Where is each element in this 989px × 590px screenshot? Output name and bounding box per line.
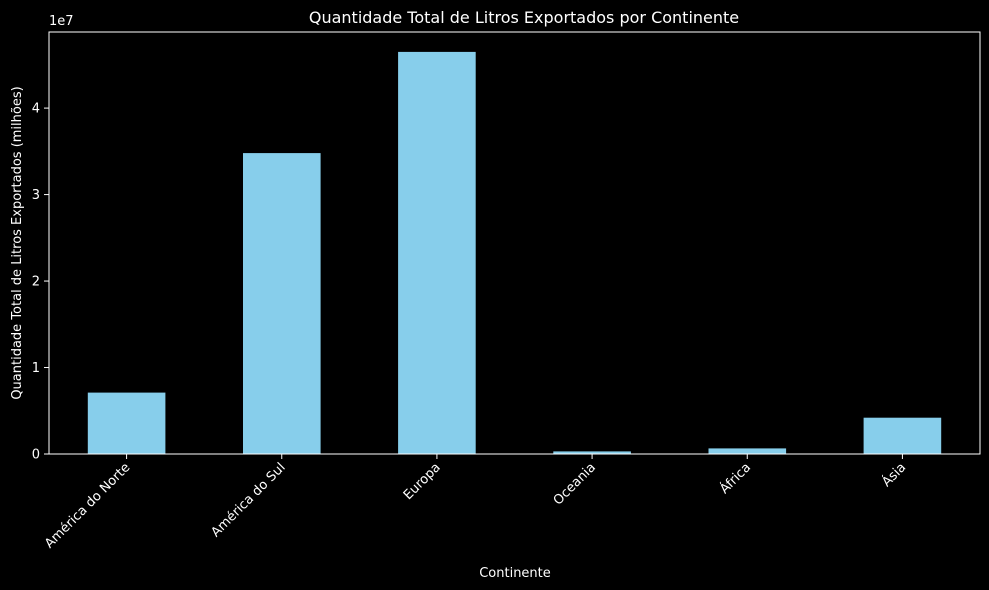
bar-1 [243,153,321,454]
plot-frame [48,31,981,455]
y-ticks-group: 0 1 2 3 4 [32,102,49,463]
bars-group [87,51,942,455]
bar-0 [87,392,166,454]
axes-group [48,31,981,455]
x-tick-label: América do Norte [42,460,133,551]
bar-4 [708,448,787,454]
x-tick-label: África [717,460,755,498]
x-tick-label: Oceania [551,460,599,508]
y-tick-label: 3 [32,188,40,203]
y-tick-label: 1 [32,361,40,376]
y-tick-label: 2 [32,275,40,290]
bar-5 [863,417,942,454]
x-tick-label: Ásia [879,460,910,491]
x-axis-label: Continente [479,566,551,581]
x-ticks-group: América do Norte América do Sul Europa Ocea… [42,454,909,552]
chart-title: Quantidade Total de Litros Exportados po… [309,8,739,27]
y-axis-label: Quantidade Total de Litros Exportados (m… [10,86,25,399]
y-offset-label: 1e7 [49,14,74,29]
x-tick-label: Europa [401,460,444,503]
bar-3 [553,451,631,454]
x-tick-label: América do Sul [209,460,289,540]
bar-2 [398,51,476,455]
y-tick-label: 4 [32,102,40,117]
y-tick-label: 0 [32,448,40,463]
